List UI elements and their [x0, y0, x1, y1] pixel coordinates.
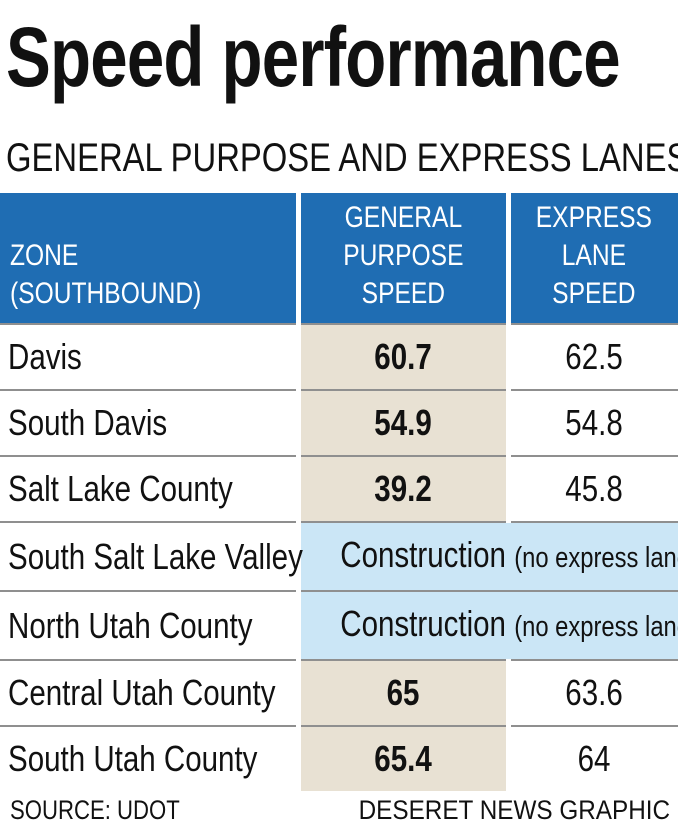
- column-header-express-lane-speed: EXPRESS LANE SPEED: [508, 193, 678, 324]
- table-row: Salt Lake County 39.2 45.8: [0, 455, 678, 522]
- express-lane-speed-cell: 63.6: [508, 659, 678, 726]
- general-purpose-speed-cell: 54.9: [298, 389, 511, 456]
- zone-cell: South Utah County: [0, 725, 301, 791]
- express-lane-speed-cell: 62.5: [508, 323, 678, 390]
- table-row: North Utah County Construction (no expres…: [0, 590, 678, 660]
- graphic-credit: DESERET NEWS GRAPHIC: [358, 795, 670, 825]
- zone-cell: South Davis: [0, 389, 301, 456]
- general-purpose-speed-cell: 65: [298, 659, 511, 726]
- column-header-general-purpose-speed: GENERAL PURPOSE SPEED: [298, 193, 511, 324]
- table-row: Davis 60.7 62.5: [0, 323, 678, 390]
- table-body: Davis 60.7 62.5 South Davis 54.9 54.8 Salt Lak…: [0, 323, 678, 791]
- table-header: ZONE (SOUTHBOUND) GENERAL PURPOSE SPEED …: [0, 193, 678, 324]
- table-row: South Utah County 65.4 64: [0, 725, 678, 791]
- express-lane-speed-cell: 45.8: [508, 455, 678, 522]
- source-note: SOURCE: UDOT: [10, 795, 180, 825]
- chart-title: Speed performance: [6, 10, 621, 104]
- express-lane-speed-cell: 64: [508, 725, 678, 791]
- chart-subtitle: GENERAL PURPOSE AND EXPRESS LANES: [6, 136, 678, 180]
- construction-label: Construction: [339, 603, 506, 644]
- table-row: South Salt Lake Valley Construction (no e…: [0, 521, 678, 591]
- table-row: Central Utah County 65 63.6: [0, 659, 678, 726]
- zone-cell: Davis: [0, 323, 301, 390]
- general-purpose-speed-cell: 60.7: [298, 323, 511, 390]
- table-row: South Davis 54.9 54.8: [0, 389, 678, 456]
- header-row: ZONE (SOUTHBOUND) GENERAL PURPOSE SPEED …: [0, 193, 678, 324]
- construction-cell: Construction (no express lane): [298, 590, 678, 660]
- zone-cell: Salt Lake County: [0, 455, 301, 522]
- general-purpose-speed-cell: 65.4: [298, 725, 511, 791]
- zone-cell: Central Utah County: [0, 659, 301, 726]
- express-lane-speed-cell: 54.8: [508, 389, 678, 456]
- speed-table: ZONE (SOUTHBOUND) GENERAL PURPOSE SPEED …: [0, 193, 678, 791]
- construction-note: (no express lane): [513, 611, 678, 643]
- general-purpose-speed-cell: 39.2: [298, 455, 511, 522]
- column-header-zone: ZONE (SOUTHBOUND): [0, 193, 301, 324]
- zone-cell: South Salt Lake Valley: [0, 521, 303, 591]
- zone-cell: North Utah County: [0, 590, 301, 660]
- construction-note: (no express lane): [513, 542, 678, 574]
- construction-cell: Construction (no express lane): [298, 521, 678, 591]
- construction-label: Construction: [339, 534, 506, 575]
